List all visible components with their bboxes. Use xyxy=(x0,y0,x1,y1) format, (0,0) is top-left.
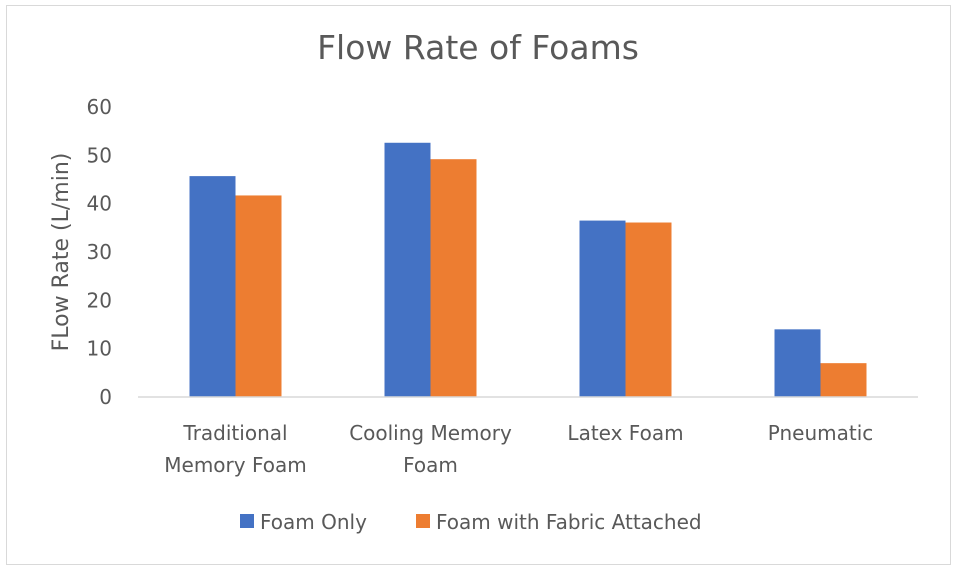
bar-foam-with-fabric-1 xyxy=(430,159,477,397)
bar-foam-with-fabric-3 xyxy=(820,363,867,397)
y-tick-label: 50 xyxy=(87,143,112,167)
legend-swatch xyxy=(416,514,430,528)
y-axis-ticks: 0 10 20 30 40 50 60 xyxy=(87,95,112,409)
x-axis-labels: Traditional Memory Foam Cooling Memory Foam… xyxy=(164,421,873,477)
y-tick-label: 60 xyxy=(87,95,112,119)
y-tick-label: 10 xyxy=(87,337,112,361)
chart-frame xyxy=(6,5,951,565)
y-tick-label: 20 xyxy=(87,288,112,312)
x-tick-label: Latex Foam xyxy=(567,421,683,445)
x-tick-label: Traditional Memory Foam xyxy=(164,421,306,477)
y-tick-label: 30 xyxy=(87,240,112,264)
y-tick-label: 40 xyxy=(87,192,112,216)
legend-label: Foam with Fabric Attached xyxy=(436,510,702,534)
bars xyxy=(189,142,867,397)
legend-swatch xyxy=(240,514,254,528)
bar-foam-with-fabric-2 xyxy=(625,222,672,397)
bar-foam-only-0 xyxy=(189,176,236,397)
chart-title: Flow Rate of Foams xyxy=(317,28,639,67)
x-tick-label: Cooling Memory Foam xyxy=(349,421,512,477)
y-tick-label: 0 xyxy=(99,385,112,409)
x-tick-label: Pneumatic xyxy=(768,421,874,445)
bar-foam-only-3 xyxy=(774,329,821,397)
legend: Foam Only Foam with Fabric Attached xyxy=(240,510,702,534)
bar-foam-only-2 xyxy=(579,220,626,397)
bar-foam-with-fabric-0 xyxy=(235,195,282,397)
bar-foam-only-1 xyxy=(384,142,431,397)
y-axis-title: FLow Rate (L/min) xyxy=(49,153,74,352)
legend-label: Foam Only xyxy=(260,510,367,534)
